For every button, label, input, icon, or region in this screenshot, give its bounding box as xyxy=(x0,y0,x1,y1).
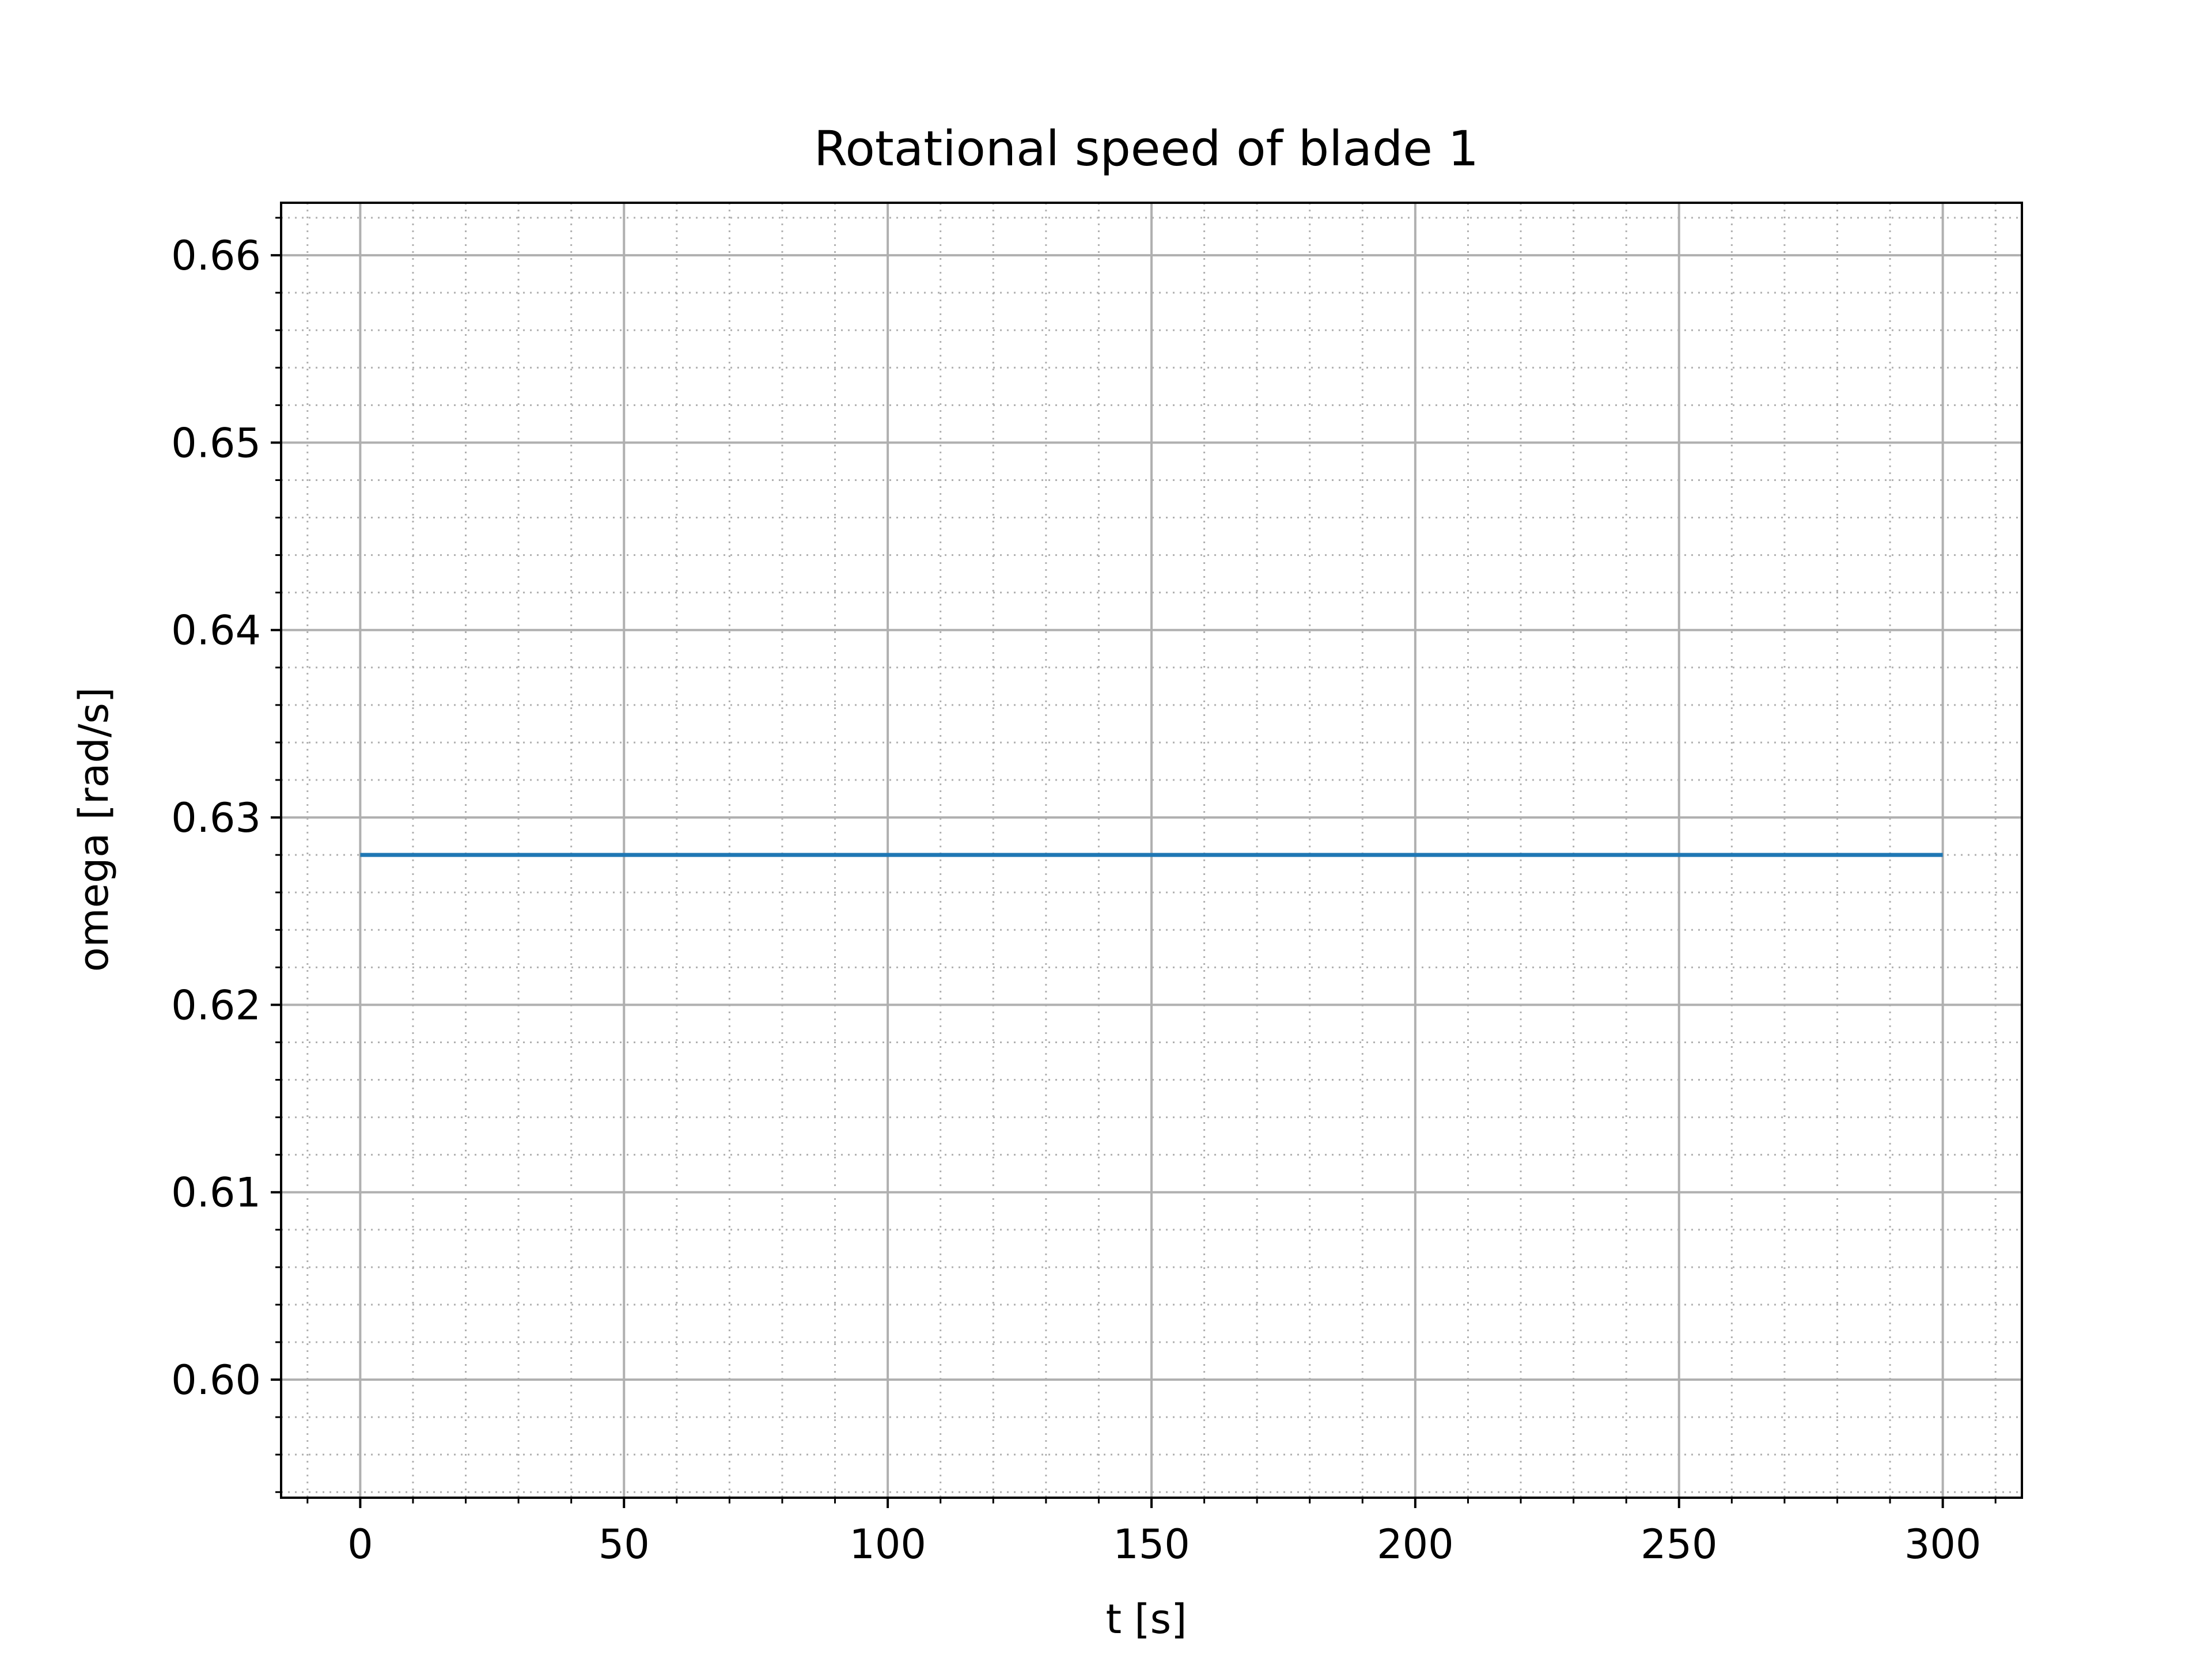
x-tick-label: 200 xyxy=(1377,1521,1454,1568)
tick-labels: 0 50 100 150 200 250 300 0.60 0.61 0.62 0.63 0.64 0.… xyxy=(171,232,1981,1568)
y-tick-label: 0.64 xyxy=(171,607,261,654)
x-tick-label: 250 xyxy=(1641,1521,1718,1568)
y-tick-label: 0.63 xyxy=(171,794,261,842)
y-axis-label: omega [rad/s] xyxy=(70,687,118,972)
y-tick-label: 0.60 xyxy=(171,1357,261,1404)
y-tick-label: 0.62 xyxy=(171,982,261,1029)
y-tick-label: 0.61 xyxy=(171,1169,261,1217)
x-tick-label: 50 xyxy=(599,1521,650,1568)
x-tick-label: 300 xyxy=(1904,1521,1982,1568)
y-tick-label: 0.66 xyxy=(171,232,261,279)
x-axis-label: t [s] xyxy=(1106,1596,1187,1643)
major-grid xyxy=(281,203,2022,1498)
ticks xyxy=(271,217,1997,1508)
y-tick-label: 0.65 xyxy=(171,419,261,467)
x-tick-label: 0 xyxy=(347,1521,373,1568)
minor-grid xyxy=(281,203,2022,1498)
x-tick-label: 100 xyxy=(849,1521,926,1568)
chart-title: Rotational speed of blade 1 xyxy=(814,120,1479,177)
x-tick-label: 150 xyxy=(1113,1521,1190,1568)
